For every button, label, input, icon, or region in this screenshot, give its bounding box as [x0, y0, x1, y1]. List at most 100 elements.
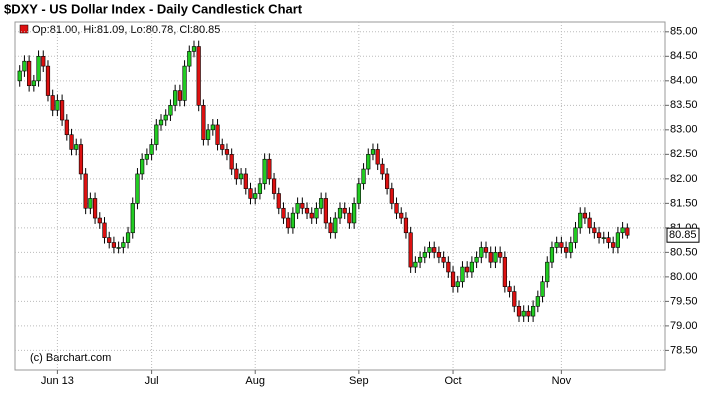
candle-body: [149, 144, 154, 155]
candle-body: [446, 261, 451, 273]
candle-body: [286, 217, 291, 229]
candle-body: [554, 242, 559, 248]
candle-body: [347, 212, 352, 224]
candle-body: [55, 100, 60, 111]
candle-body: [606, 237, 611, 243]
candle-body: [102, 222, 107, 238]
candle-body: [413, 261, 418, 268]
candle-body: [97, 217, 102, 224]
candle-body: [130, 203, 135, 234]
candle-body: [309, 212, 314, 219]
candle-body: [422, 252, 427, 258]
chart-title: $DXY - US Dollar Index - Daily Candlesti…: [4, 1, 303, 16]
y-tick-label: 80.50: [670, 246, 698, 258]
candle-body: [243, 173, 248, 189]
candle-body: [69, 134, 74, 150]
candle-body: [493, 252, 498, 263]
candle-body: [27, 60, 32, 87]
last-price-box: [666, 227, 700, 243]
candle-body: [545, 261, 550, 283]
candle-body: [531, 305, 536, 317]
candle-body: [182, 65, 187, 101]
candle-body: [559, 242, 564, 248]
candle-body: [578, 212, 583, 229]
candle-body: [361, 168, 366, 185]
y-tick-label: 83.00: [670, 124, 698, 136]
candle-body: [88, 198, 93, 209]
candle-body: [60, 100, 65, 121]
candle-body: [328, 222, 333, 234]
y-tick-label: 78.50: [670, 344, 698, 356]
candle-body: [45, 65, 51, 96]
y-tick-label: 81.50: [670, 197, 698, 209]
candle-body: [535, 296, 540, 307]
y-tick-label: 79.50: [670, 295, 698, 307]
x-tick-label: Jun 13: [41, 375, 74, 387]
candle-body: [366, 154, 371, 170]
candle-body: [370, 149, 376, 155]
candle-body: [385, 173, 390, 189]
last-price-label: 80.85: [669, 229, 697, 241]
candle-body: [563, 247, 569, 253]
candle-body: [191, 46, 197, 52]
candle-body: [474, 256, 479, 263]
candle-body: [234, 168, 239, 180]
candle-body: [116, 247, 121, 249]
candle-body: [229, 154, 234, 170]
candle-body: [549, 247, 555, 263]
candle-body: [173, 90, 178, 106]
candle-body: [78, 144, 84, 175]
candle-body: [220, 144, 225, 150]
candle-body: [516, 305, 522, 317]
plot-area: [14, 21, 666, 371]
candle-body: [64, 119, 69, 136]
candle-body: [432, 247, 437, 253]
candle-body: [620, 227, 625, 234]
candle-body: [92, 198, 98, 219]
candle-body: [50, 95, 55, 111]
candle-body: [488, 252, 493, 263]
candle-body: [135, 173, 140, 204]
candle-body: [521, 310, 526, 317]
y-tick-label: 79.00: [670, 320, 698, 332]
candle-body: [238, 173, 244, 180]
candle-body: [41, 56, 46, 67]
candle-body: [342, 207, 347, 214]
candle-body: [314, 207, 319, 219]
candle-body: [304, 207, 310, 214]
candle-body: [224, 149, 230, 155]
candle-body: [31, 80, 36, 87]
candle-body: [479, 247, 484, 258]
candle-body: [582, 212, 588, 219]
candle-body: [427, 247, 432, 253]
candle-body: [187, 51, 192, 67]
candle-body: [253, 193, 258, 199]
candle-body: [611, 242, 616, 248]
candle-body: [201, 105, 206, 140]
y-tick-label: 85.00: [670, 26, 698, 38]
candle-body: [163, 114, 168, 121]
candle-body: [573, 227, 578, 243]
candle-body: [568, 242, 573, 253]
candle-body: [36, 56, 41, 82]
candle-body: [17, 70, 22, 82]
candle-body: [210, 124, 215, 131]
candle-body: [215, 124, 220, 145]
candle-body: [526, 310, 531, 317]
candle-body: [455, 281, 460, 287]
candle-body: [168, 105, 173, 116]
candle-body: [281, 207, 286, 219]
candle-body: [507, 286, 512, 292]
legend-swatch: [19, 24, 29, 34]
candle-body: [460, 266, 465, 283]
candle-body: [502, 256, 507, 287]
candle-body: [144, 154, 149, 160]
candle-body: [380, 163, 385, 175]
candle-body: [394, 203, 399, 214]
candle-body: [399, 212, 404, 219]
candle-body: [154, 124, 159, 145]
candle-body: [323, 198, 328, 224]
x-tick-label: Oct: [444, 375, 461, 387]
